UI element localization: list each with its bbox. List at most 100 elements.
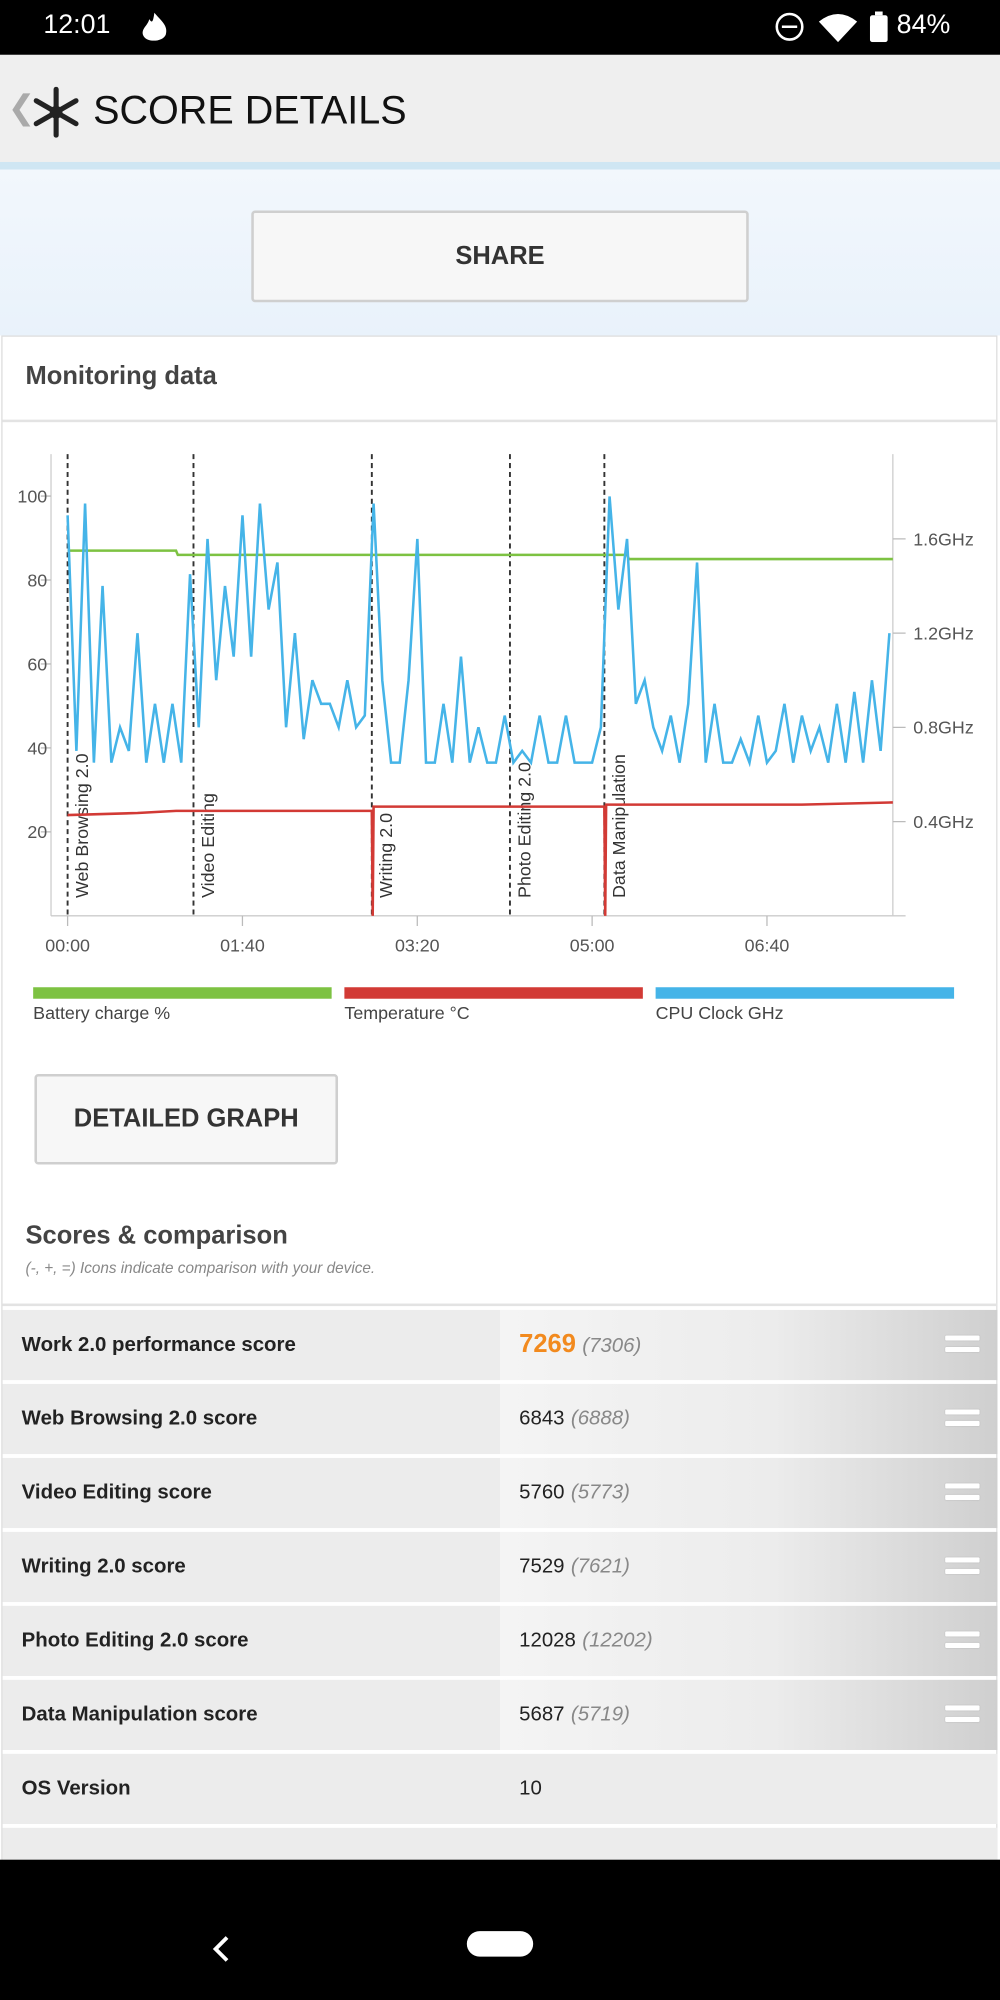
- score-cell: 7269 (7306): [499, 1309, 998, 1381]
- score-cell: 5687 (5719): [499, 1679, 998, 1750]
- score-row: Writing 2.0 score 7529 (7621): [2, 1531, 998, 1603]
- score-value: 6843: [519, 1408, 565, 1430]
- score-value: 5687: [519, 1704, 565, 1726]
- score-value: 10: [519, 1778, 542, 1800]
- legend-label: Temperature °C: [344, 1002, 470, 1023]
- score-label: Writing 2.0 score: [2, 1531, 500, 1603]
- score-cell: 7529 (7621): [499, 1531, 998, 1603]
- icon-bar: [945, 1420, 980, 1427]
- score-row: OS Version 10: [2, 1753, 998, 1824]
- score-label: Video Editing score: [2, 1457, 500, 1529]
- score-value: 12028: [519, 1630, 576, 1652]
- legend-label: CPU Clock GHz: [655, 1002, 784, 1023]
- score-label: Photo Editing 2.0 score: [2, 1605, 500, 1677]
- score-row: Video Editing score 5760 (5773): [2, 1457, 998, 1529]
- y-tick-label: 60: [27, 654, 47, 674]
- monitoring-chart: 20 40 60 80 100 0.4GHz 0.8GHz 1.2GHz 1.6GHz 00:00…: [17, 454, 974, 956]
- score-cell: 12028 (12202): [499, 1605, 998, 1677]
- nav-back[interactable]: [204, 1930, 242, 1968]
- y2-tick-label: 0.4GHz: [913, 812, 974, 832]
- legend-swatch: [33, 987, 332, 999]
- x-tick-label: 01:40: [220, 936, 265, 956]
- icon-bar: [945, 1346, 980, 1353]
- phase-label: Writing 2.0: [376, 813, 396, 898]
- legend-swatch: [344, 987, 643, 999]
- divider: [2, 419, 998, 423]
- flame-icon: [142, 12, 167, 41]
- y2-tick-label: 1.2GHz: [913, 623, 974, 643]
- compare-value: (12202): [582, 1630, 653, 1652]
- score-row: Photo Editing 2.0 score 12028 (12202): [2, 1605, 998, 1677]
- x-tick-label: 00:00: [45, 936, 90, 956]
- y2-tick-label: 1.6GHz: [913, 529, 974, 549]
- compare-value: (7621): [570, 1556, 630, 1578]
- icon-bar: [945, 1631, 980, 1637]
- comparison-icon: [945, 1705, 980, 1724]
- score-cell: 6843 (6888): [499, 1383, 998, 1455]
- score-label: OS Version: [2, 1753, 500, 1824]
- x-tick-label: 03:20: [395, 936, 440, 956]
- battery-icon: [869, 11, 888, 43]
- phase-label: Data Manipulation: [609, 754, 629, 898]
- score-label: Web Browsing 2.0 score: [2, 1383, 500, 1455]
- compare-value: (6888): [570, 1408, 630, 1430]
- legend-label: Battery charge %: [33, 1002, 171, 1023]
- series-line: [67, 801, 893, 916]
- status-bar: 12:01 84%: [0, 0, 1000, 55]
- legend: Battery charge % Temperature °C CPU Clock …: [0, 985, 1000, 1036]
- legend-swatch: [655, 987, 955, 999]
- score-cell: 5760 (5773): [499, 1457, 998, 1529]
- back-arrow[interactable]: ❮: [7, 88, 36, 127]
- score-row: Data Manipulation score 5687 (5719): [2, 1679, 998, 1750]
- compare-value: (7306): [582, 1335, 642, 1358]
- navigation-bar: [0, 1859, 1000, 2000]
- icon-bar: [945, 1716, 980, 1722]
- phase-label: Web Browsing 2.0: [72, 753, 92, 898]
- icon-bar: [945, 1557, 980, 1563]
- phase-label: Video Editing: [198, 793, 218, 898]
- icon-bar: [945, 1568, 980, 1574]
- comparison-icon: [945, 1631, 980, 1650]
- icon-bar: [945, 1335, 980, 1341]
- compare-value: (5773): [570, 1482, 630, 1504]
- battery-level: 84%: [896, 10, 951, 40]
- y2-tick-label: 0.8GHz: [913, 718, 974, 738]
- comparison-icon: [945, 1335, 980, 1354]
- share-button[interactable]: SHARE: [251, 210, 749, 303]
- section-note: (-, +, =) Icons indicate comparison with…: [25, 1258, 376, 1277]
- score-value: 7269: [519, 1330, 576, 1359]
- comparison-icon: [945, 1409, 980, 1428]
- score-label: Data Manipulation score: [2, 1679, 500, 1750]
- icon-bar: [945, 1642, 980, 1648]
- detailed-graph-button[interactable]: DETAILED GRAPH: [34, 1073, 339, 1165]
- app-bar: ❮ SCORE DETAILS: [0, 54, 1000, 164]
- score-value: 7529: [519, 1556, 565, 1578]
- section-title: Scores & comparison: [25, 1221, 288, 1250]
- comparison-icon: [945, 1557, 980, 1576]
- series-line: [66, 496, 891, 768]
- icon-bar: [945, 1409, 980, 1415]
- x-tick-label: 05:00: [570, 936, 615, 956]
- phase-label: Photo Editing 2.0: [514, 762, 534, 898]
- nav-home[interactable]: [466, 1931, 534, 1957]
- icon-bar: [945, 1494, 980, 1500]
- icon-bar: [945, 1483, 980, 1489]
- status-time: 12:01: [43, 10, 111, 40]
- screen-title: SCORE DETAILS: [93, 88, 407, 133]
- score-label: Work 2.0 performance score: [2, 1309, 500, 1381]
- divider: [0, 161, 1000, 170]
- app-icon: [33, 86, 79, 138]
- compare-value: (5719): [570, 1704, 630, 1726]
- series-line: [67, 549, 893, 561]
- icon-bar: [945, 1705, 980, 1711]
- divider: [2, 1303, 998, 1307]
- score-cell: 10: [499, 1753, 998, 1824]
- x-tick-label: 06:40: [745, 936, 790, 956]
- y-tick-label: 40: [27, 738, 47, 758]
- score-row: Work 2.0 performance score 7269 (7306): [2, 1309, 998, 1381]
- y-tick-label: 80: [27, 570, 47, 590]
- section-title: Monitoring data: [25, 362, 217, 391]
- status-icons: [775, 12, 858, 43]
